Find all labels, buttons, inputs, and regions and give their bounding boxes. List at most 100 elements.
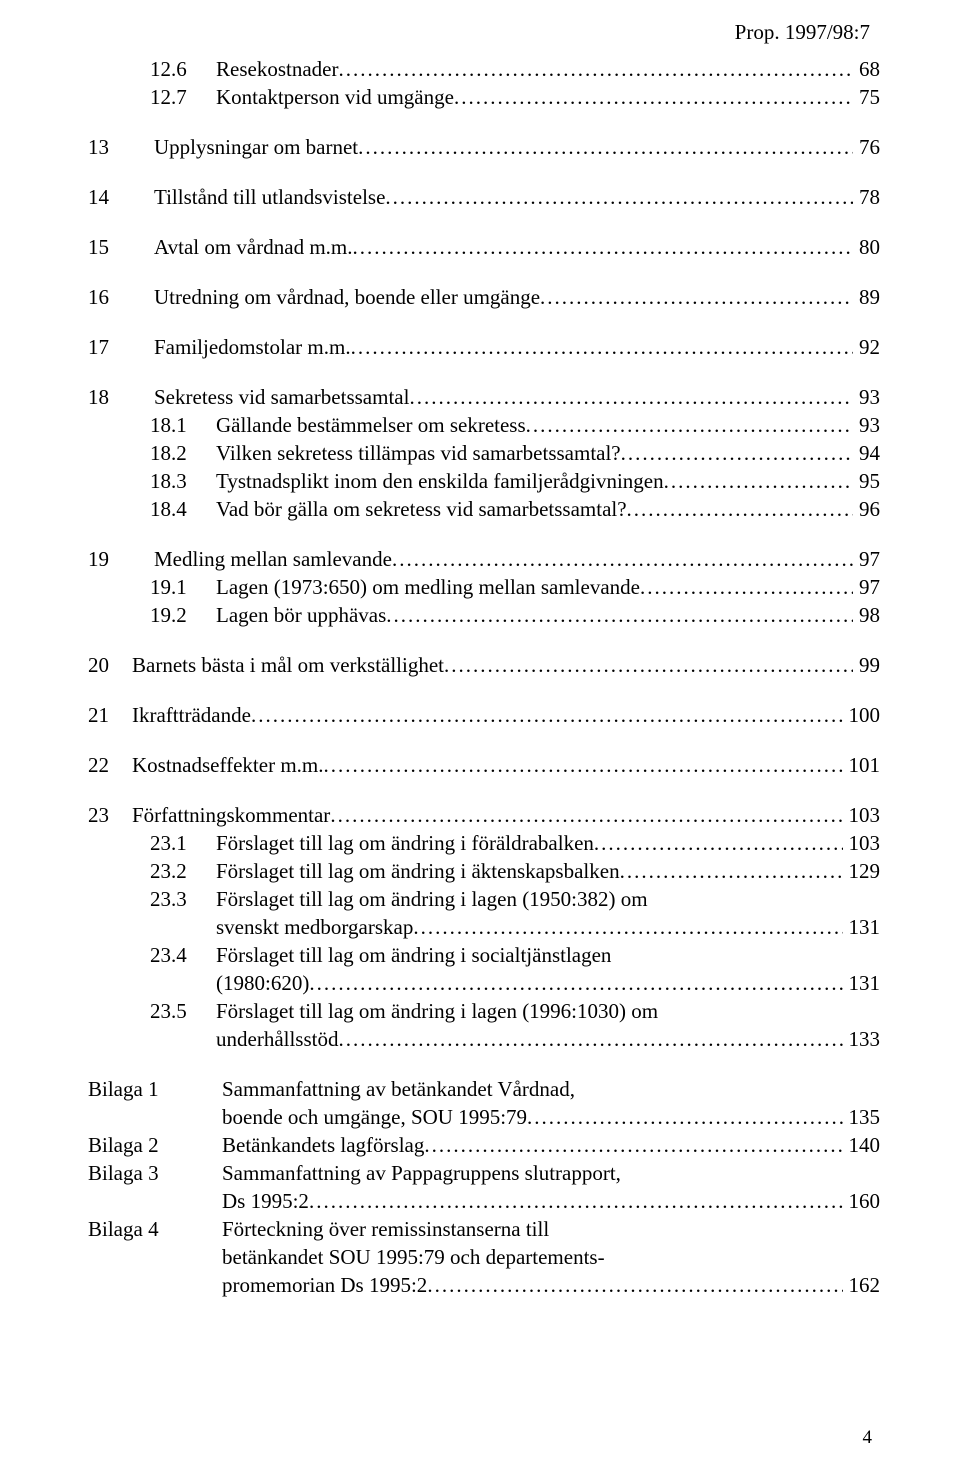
toc-leader <box>540 285 853 310</box>
toc-row: 18Sekretess vid samarbetssamtal93 <box>88 385 880 410</box>
toc-row: 18.2Vilken sekretess tillämpas vid samar… <box>150 441 880 466</box>
toc-leader <box>386 603 853 628</box>
toc-title: Sekretess vid samarbetssamtal <box>154 385 409 410</box>
toc-number: 18.1 <box>150 413 216 438</box>
spacer <box>88 363 880 385</box>
toc-row: 23.4Förslaget till lag om ändring i soci… <box>150 943 880 968</box>
toc-page: 135 <box>843 1105 881 1130</box>
toc-page: 131 <box>843 915 881 940</box>
spacer <box>88 313 880 335</box>
document-page: Prop. 1997/98:7 12.6Resekostnader6812.7K… <box>0 0 960 1479</box>
toc-row: Bilaga 3Sammanfattning av Pappagruppens … <box>88 1161 880 1186</box>
toc-page: 93 <box>853 385 880 410</box>
toc-title: Förslaget till lag om ändring i socialtj… <box>216 943 611 968</box>
toc-title: Sammanfattning av Pappagruppens slutrapp… <box>222 1161 621 1186</box>
toc-leader <box>330 803 842 828</box>
toc-leader <box>309 971 842 996</box>
toc-leader <box>424 1133 842 1158</box>
toc-row: 15Avtal om vårdnad m.m.80 <box>88 235 880 260</box>
toc-row: 19.2Lagen bör upphävas98 <box>150 603 880 628</box>
toc-page: 99 <box>853 653 880 678</box>
toc-title: Förslaget till lag om ändring i lagen (1… <box>216 999 658 1024</box>
toc-number: 22 <box>88 753 132 778</box>
toc-row: svenskt medborgarskap131 <box>150 915 880 940</box>
spacer <box>88 781 880 803</box>
toc-page: 103 <box>843 803 881 828</box>
toc-title: Kostnadseffekter m.m. <box>132 753 323 778</box>
toc-number: 12.6 <box>150 57 216 82</box>
toc-title: Vad bör gälla om sekretess vid samarbets… <box>216 497 627 522</box>
toc-title: Betänkandets lagförslag <box>222 1133 424 1158</box>
spacer <box>88 1055 880 1077</box>
toc-row: 16Utredning om vårdnad, boende eller umg… <box>88 285 880 310</box>
toc-title: Gällande bestämmelser om sekretess <box>216 413 526 438</box>
toc-title: Förslaget till lag om ändring i lagen (1… <box>216 887 648 912</box>
toc-number: 18.3 <box>150 469 216 494</box>
toc-row: 21Ikraftträdande100 <box>88 703 880 728</box>
toc-row: 13Upplysningar om barnet76 <box>88 135 880 160</box>
toc-number: Bilaga 4 <box>88 1217 222 1242</box>
toc-row: Ds 1995:2 160 <box>88 1189 880 1214</box>
toc-page: 76 <box>853 135 880 160</box>
toc-title: Familjedomstolar m.m. <box>154 335 351 360</box>
toc-number: 23.2 <box>150 859 216 884</box>
toc-number: 19 <box>88 547 154 572</box>
toc-page: 80 <box>853 235 880 260</box>
toc-page: 160 <box>843 1189 881 1214</box>
toc-row: promemorian Ds 1995:2162 <box>88 1273 880 1298</box>
table-of-contents: 12.6Resekostnader68 12.7Kontaktperson vid… <box>88 57 880 1298</box>
toc-leader <box>323 753 842 778</box>
toc-leader <box>444 653 853 678</box>
toc-page: 133 <box>843 1027 881 1052</box>
toc-page: 162 <box>843 1273 881 1298</box>
toc-leader <box>526 413 853 438</box>
toc-number: 23 <box>88 803 132 828</box>
toc-leader <box>527 1105 842 1130</box>
toc-page: 92 <box>853 335 880 360</box>
toc-row: Bilaga 2Betänkandets lagförslag140 <box>88 1133 880 1158</box>
toc-leader <box>594 831 843 856</box>
toc-row: 12.7Kontaktperson vid umgänge75 <box>150 85 880 110</box>
toc-leader <box>251 703 843 728</box>
toc-title: Ikraftträdande <box>132 703 251 728</box>
toc-page: 96 <box>853 497 880 522</box>
toc-row: 23Författningskommentar 103 <box>88 803 880 828</box>
toc-page: 75 <box>853 85 880 110</box>
toc-page: 97 <box>853 547 880 572</box>
toc-leader <box>309 1189 843 1214</box>
header-prop-number: Prop. 1997/98:7 <box>735 20 870 45</box>
toc-number: Bilaga 3 <box>88 1161 222 1186</box>
toc-number: 12.7 <box>150 85 216 110</box>
toc-page: 131 <box>843 971 881 996</box>
toc-title: Författningskommentar <box>132 803 330 828</box>
toc-row: betänkandet SOU 1995:79 och departements… <box>88 1245 880 1270</box>
toc-row: 20Barnets bästa i mål om verkställighet9… <box>88 653 880 678</box>
toc-leader <box>409 385 853 410</box>
toc-title: Lagen bör upphävas <box>216 603 386 628</box>
toc-row: 23.1Förslaget till lag om ändring i förä… <box>150 831 880 856</box>
toc-row: 12.6Resekostnader68 <box>150 57 880 82</box>
toc-row: 18.3Tystnadsplikt inom den enskilda fami… <box>150 469 880 494</box>
spacer <box>88 631 880 653</box>
toc-number: 18.2 <box>150 441 216 466</box>
toc-leader <box>338 1027 842 1052</box>
toc-number: 20 <box>88 653 132 678</box>
toc-number: 13 <box>88 135 154 160</box>
spacer <box>88 731 880 753</box>
toc-title: Sammanfattning av betänkandet Vårdnad, <box>222 1077 575 1102</box>
toc-title: Resekostnader <box>216 57 338 82</box>
toc-title: Förslaget till lag om ändring i äktenska… <box>216 859 620 884</box>
toc-title: Tystnadsplikt inom den enskilda familjer… <box>216 469 664 494</box>
toc-title: Vilken sekretess tillämpas vid samarbets… <box>216 441 621 466</box>
toc-title: boende och umgänge, SOU 1995:79 <box>222 1105 527 1130</box>
toc-row: 14Tillstånd till utlandsvistelse78 <box>88 185 880 210</box>
toc-page: 97 <box>853 575 880 600</box>
toc-row: 17Familjedomstolar m.m.92 <box>88 335 880 360</box>
toc-row: (1980:620)131 <box>150 971 880 996</box>
toc-leader <box>664 469 853 494</box>
toc-title: Ds 1995:2 <box>222 1189 309 1214</box>
toc-number: 19.2 <box>150 603 216 628</box>
toc-row: 22Kostnadseffekter m.m.101 <box>88 753 880 778</box>
toc-leader <box>640 575 853 600</box>
toc-page: 103 <box>843 831 881 856</box>
